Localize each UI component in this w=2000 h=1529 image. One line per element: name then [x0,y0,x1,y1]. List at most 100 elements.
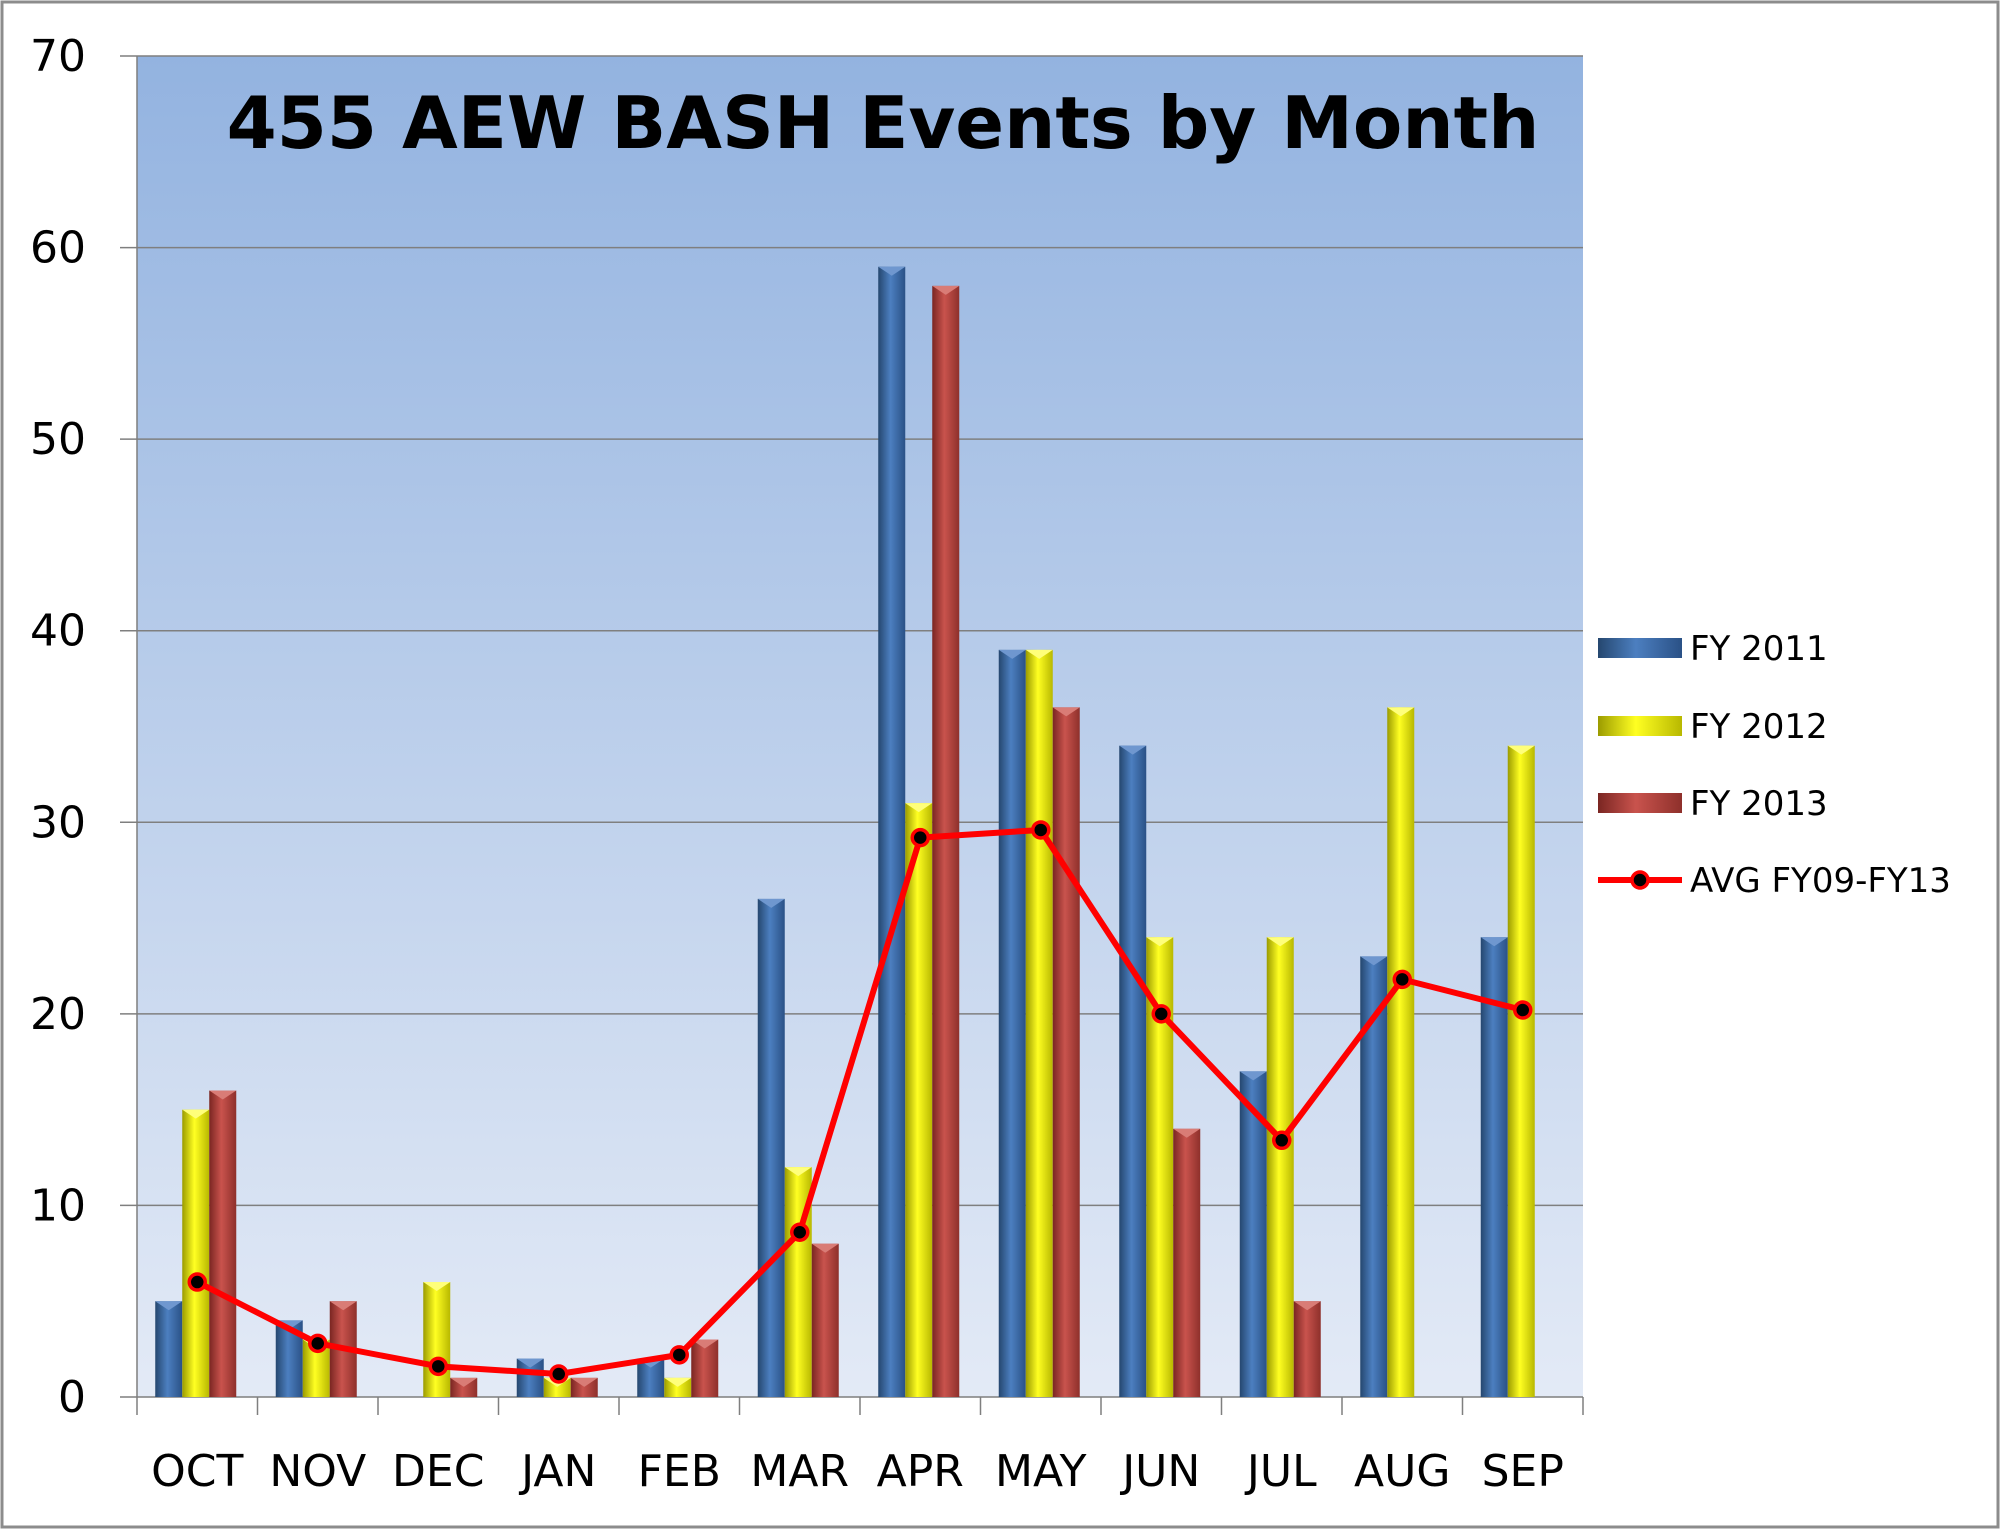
avg-point [1272,1130,1292,1151]
bar-cap [1480,937,1508,947]
bar-fy-2012 [1025,649,1053,1397]
bar-fy-2013 [570,1377,598,1397]
y-tick-label: 40 [30,606,86,657]
bar-fy-2013 [209,1090,237,1397]
bar-cap [1266,937,1294,947]
bar-fy-2012 [423,1282,451,1397]
bar-fy-2013 [1173,1128,1201,1397]
bar-cap [450,1377,478,1387]
bar-fy-2012 [1387,707,1415,1397]
avg-point [1031,820,1051,840]
avg-point [790,1222,810,1242]
bar-cap [1025,649,1053,659]
y-tick-label: 0 [58,1372,86,1423]
bar-cap [570,1377,598,1387]
y-tick-label: 30 [30,797,86,848]
bar-fy-2011 [757,898,785,1397]
x-tick-label: DEC [392,1446,484,1497]
bar-cap [664,1377,692,1387]
bar-cap [811,1243,839,1253]
bar-cap [1119,745,1147,755]
avg-point [1392,969,1412,990]
legend-swatch [1598,638,1682,658]
bar-cap [998,649,1026,659]
avg-point [910,827,930,848]
bar-cap [691,1339,719,1349]
bar-fy-2011 [1360,956,1388,1397]
x-tick-label: JUN [1119,1446,1200,1497]
bar-fy-2012 [182,1109,210,1397]
axes [120,55,1584,1415]
bar-fy-2013 [691,1339,719,1397]
bar-cap [516,1358,544,1368]
x-tick-label: OCT [151,1446,243,1497]
bar-fy-2013 [811,1243,839,1397]
bar-cap [1293,1301,1321,1311]
bar-fy-2013 [450,1377,478,1397]
bar-fy-2011 [998,649,1026,1397]
legend-label: FY 2013 [1690,784,1828,824]
bar-fy-2012 [1266,937,1294,1397]
bar-cap [1387,707,1415,717]
y-tick-label: 50 [30,414,86,465]
bar-fy-2013 [1293,1301,1321,1397]
y-tick-label: 10 [30,1180,86,1231]
y-tick-label: 60 [30,223,86,274]
legend-swatch [1598,793,1682,813]
x-tick-label: JUL [1244,1446,1317,1497]
bar-fy-2011 [878,266,906,1398]
bar-fy-2012 [1507,745,1535,1397]
x-tick-label: AUG [1354,1446,1450,1497]
legend-swatch [1598,716,1682,736]
bar-fy-2012 [905,803,933,1397]
plot-area [137,56,1583,1397]
bar-cap [1239,1071,1267,1081]
bar-cap [329,1301,357,1311]
bar-cap [757,898,785,908]
bar-fy-2011 [155,1301,183,1397]
x-tick-label: MAY [995,1446,1087,1497]
y-tick-label: 70 [30,31,86,82]
avg-point [669,1345,689,1365]
x-tick-label: MAR [750,1446,849,1497]
avg-point [1513,1000,1533,1020]
bar-cap [1146,937,1174,947]
x-tick-label: SEP [1482,1446,1564,1497]
bar-cap [1173,1128,1201,1138]
bar-fy-2011 [1239,1071,1267,1397]
x-tick-label: JAN [518,1446,596,1497]
chart-title: 455 AEW BASH Events by Month [227,81,1540,165]
x-tick-label: NOV [269,1446,366,1497]
x-tick-label: APR [877,1446,964,1497]
avg-line [195,826,1524,1378]
bar-cap [1052,707,1080,717]
bar-fy-2012 [543,1377,571,1397]
avg-point [187,1272,207,1292]
bar-fy-2013 [1052,707,1080,1397]
bar-cap [932,285,960,295]
legend: FY 2011 FY 2012 FY 2013 AVG FY09-FY13 [1598,629,1951,901]
bar-cap [155,1301,183,1311]
bar-cap [784,1167,812,1177]
avg-point [549,1364,569,1384]
bar-fy-2011 [1119,745,1147,1397]
bar-fy-2011 [1480,937,1508,1397]
avg-point [428,1356,448,1377]
grid-lines [137,55,1583,1207]
x-tick-label: FEB [638,1446,721,1497]
avg-point [1151,1004,1171,1024]
legend-label: FY 2011 [1690,629,1828,669]
bar-cap [182,1109,210,1119]
y-tick-label: 20 [30,989,86,1040]
bar-fy-2012 [664,1377,692,1397]
legend-label: AVG FY09-FY13 [1690,861,1951,901]
legend-label: FY 2012 [1690,707,1828,747]
avg-point [308,1333,328,1354]
average-line [187,820,1533,1384]
bar-cap [878,266,906,276]
bar-cap [209,1090,237,1100]
bars [155,266,1535,1398]
bar-cap [1507,745,1535,755]
bar-cap [905,803,933,813]
